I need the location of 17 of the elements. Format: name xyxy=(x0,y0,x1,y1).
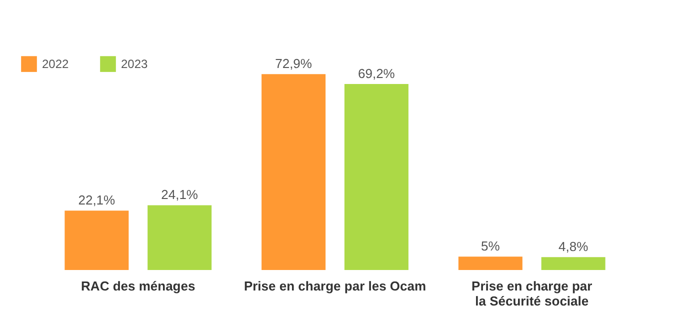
bar xyxy=(262,74,326,270)
data-label: 24,1% xyxy=(161,187,198,202)
bar xyxy=(64,210,129,270)
legend-label: 2023 xyxy=(121,57,148,72)
bar xyxy=(344,84,408,270)
legend-label: 2022 xyxy=(42,57,70,72)
x-tick-label: Prise en charge par la Sécurité sociale xyxy=(472,278,592,308)
data-label: 4,8% xyxy=(558,239,589,254)
data-label: 5% xyxy=(481,238,500,254)
bar xyxy=(458,256,522,270)
bar xyxy=(148,205,212,270)
x-tick-label: Prise en charge par les Ocam xyxy=(244,278,426,294)
data-label: 69,2% xyxy=(358,66,396,82)
x-tick-label: RAC des ménages xyxy=(81,278,196,294)
data-label: 72,9% xyxy=(275,56,312,72)
data-label: 22,1% xyxy=(78,192,116,208)
bar xyxy=(541,257,606,270)
